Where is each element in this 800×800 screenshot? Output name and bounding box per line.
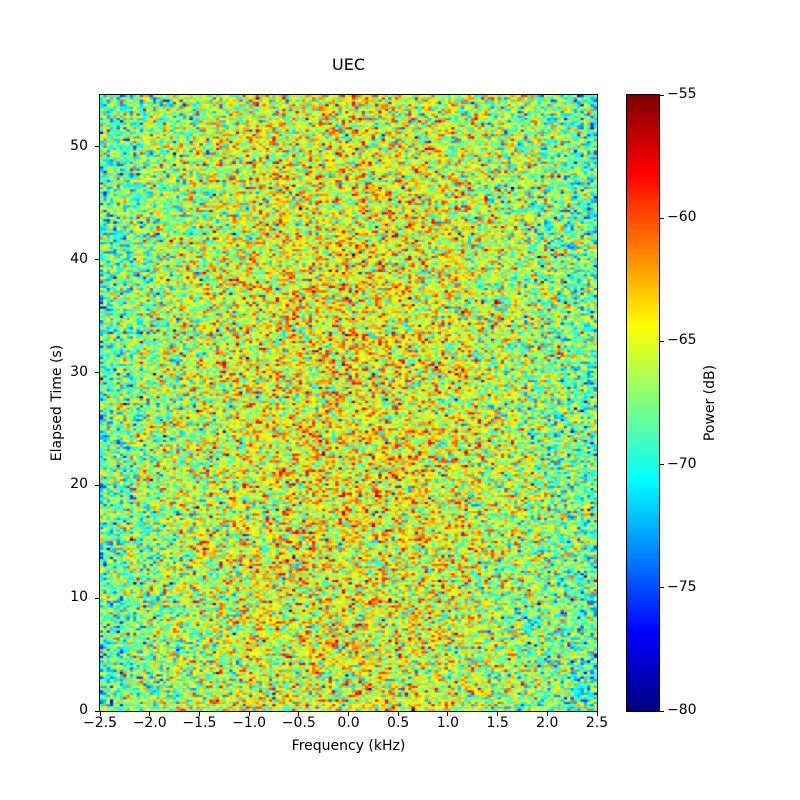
x-tick-label: 2.5 (585, 715, 609, 731)
colorbar-label: Power (dB) (702, 364, 718, 442)
x-tick-label: −1.5 (182, 715, 217, 731)
x-tick-mark (497, 712, 499, 716)
x-tick-label: 0.5 (387, 715, 410, 731)
x-tick-mark (198, 712, 200, 716)
colorbar-tick-label: −55 (667, 86, 697, 102)
x-tick-label: −2.0 (132, 715, 167, 731)
x-tick-mark (397, 712, 399, 716)
x-tick-label: 1.5 (486, 715, 509, 731)
y-tick-label: 20 (70, 476, 88, 493)
colorbar-tick-mark (660, 710, 664, 712)
colorbar-tick-label: −60 (667, 209, 697, 226)
y-tick-mark (95, 484, 99, 486)
colorbar-tick-mark (660, 94, 664, 96)
y-axis-label: Elapsed Time (s) (49, 344, 65, 462)
spectrogram-plot-area (99, 94, 598, 712)
colorbar-canvas (627, 95, 659, 711)
y-tick-label: 50 (70, 137, 88, 154)
y-tick-mark (95, 597, 99, 599)
colorbar-tick-label: −65 (667, 332, 697, 349)
y-tick-mark (95, 259, 99, 261)
x-tick-mark (596, 712, 598, 716)
y-tick-label: 0 (79, 702, 88, 718)
colorbar-tick-label: −75 (667, 578, 697, 595)
y-tick-mark (95, 372, 99, 374)
y-tick-label: 40 (70, 250, 88, 267)
colorbar-tick-mark (660, 340, 664, 342)
x-tick-label: −0.5 (281, 715, 316, 731)
plot-title: UEC (332, 55, 365, 74)
x-tick-label: 2.0 (536, 715, 559, 731)
x-tick-label: −1.0 (232, 715, 267, 731)
x-tick-mark (248, 712, 250, 716)
y-tick-mark (95, 146, 99, 148)
x-tick-mark (149, 712, 151, 716)
x-tick-label: 0.0 (337, 715, 360, 731)
x-tick-label: −2.5 (83, 715, 117, 731)
colorbar-tick-label: −80 (667, 702, 697, 718)
colorbar-tick-mark (660, 464, 664, 466)
x-tick-mark (447, 712, 449, 716)
y-tick-label: 30 (70, 363, 88, 380)
x-tick-label: 1.0 (436, 715, 460, 731)
x-axis-label: Frequency (kHz) (291, 738, 406, 754)
spectrogram-canvas (100, 95, 597, 711)
x-tick-mark (99, 712, 101, 716)
colorbar-tick-mark (660, 587, 664, 589)
x-tick-mark (348, 712, 349, 716)
colorbar-tick-label: −70 (667, 455, 697, 472)
colorbar (626, 94, 660, 712)
x-tick-mark (298, 712, 300, 716)
x-tick-mark (546, 712, 548, 716)
y-tick-label: 10 (70, 589, 88, 606)
colorbar-tick-mark (660, 217, 664, 219)
y-tick-mark (95, 710, 99, 712)
